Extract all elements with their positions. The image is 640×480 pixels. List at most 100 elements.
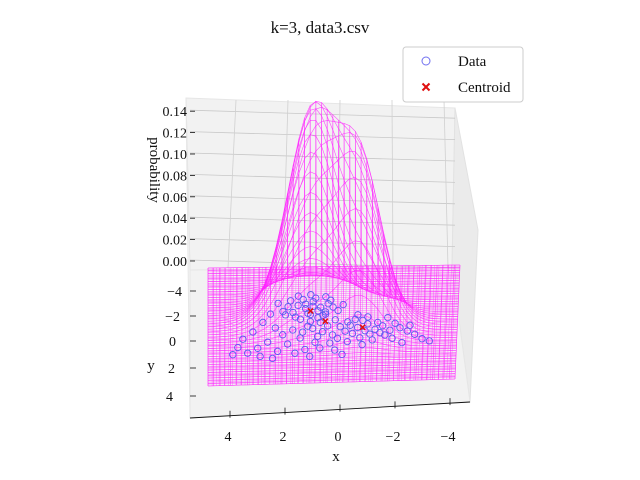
surface-line <box>348 125 352 383</box>
x-tick-label: 0 <box>335 430 342 445</box>
data-point <box>329 303 337 311</box>
z-grid-line <box>189 259 456 269</box>
data-point <box>239 335 247 343</box>
data-point <box>296 315 305 323</box>
data-point <box>259 318 267 327</box>
data-points <box>229 291 433 363</box>
surface-line <box>342 123 346 383</box>
data-point <box>406 321 414 329</box>
data-point <box>384 313 392 322</box>
surface-line <box>381 233 386 382</box>
data-point <box>287 297 295 305</box>
data-point <box>314 307 322 315</box>
data-point <box>307 291 315 299</box>
y-tick-label: −2 <box>165 310 180 325</box>
x-axis-line <box>189 401 471 419</box>
legend-data-label: Data <box>458 54 487 70</box>
legend-box <box>402 46 524 103</box>
data-point <box>425 337 433 345</box>
surface-line <box>275 246 278 385</box>
surface-line <box>303 118 306 384</box>
data-point <box>316 344 324 352</box>
centroid-markers <box>307 307 366 331</box>
legend-data-marker <box>421 56 431 66</box>
data-point <box>266 310 275 318</box>
x-tick-label: −2 <box>386 430 401 445</box>
surface-line <box>235 267 237 386</box>
surface-line <box>421 265 426 381</box>
x-tick-label: −4 <box>441 430 456 445</box>
data-point <box>306 317 315 326</box>
data-point <box>249 328 257 336</box>
legend-centroid-marker <box>421 82 431 92</box>
data-point <box>313 332 322 341</box>
z-grid-line <box>189 152 456 162</box>
centroid-marker <box>307 307 314 315</box>
surface-line <box>336 120 341 383</box>
z-tick-label: 0.04 <box>163 212 188 227</box>
floor-line <box>232 267 234 386</box>
surface-line <box>432 265 438 380</box>
data-point <box>291 349 299 357</box>
data-point <box>321 310 330 318</box>
data-point <box>396 324 404 332</box>
y-tick-label: −4 <box>167 285 182 300</box>
data-point <box>354 311 362 319</box>
data-point <box>381 331 389 339</box>
data-point <box>229 351 237 359</box>
surface-line <box>269 267 272 385</box>
surface-line <box>398 265 403 381</box>
back-pane <box>185 97 456 271</box>
grid-lines <box>189 99 456 269</box>
data-point <box>311 338 319 346</box>
data-point <box>331 316 339 324</box>
surface-line <box>387 257 392 381</box>
z-tick-label: 0.14 <box>163 105 188 120</box>
surface-line <box>263 267 266 385</box>
floor-line <box>236 267 238 386</box>
data-point <box>348 329 357 338</box>
data-point <box>343 337 351 346</box>
data-point <box>327 296 335 304</box>
surface-line <box>286 193 289 384</box>
data-point <box>301 345 309 354</box>
y-tick-label: 0 <box>169 335 176 350</box>
data-point <box>256 352 264 361</box>
data-point <box>284 303 292 311</box>
data-point <box>299 328 307 336</box>
chart-title: k=3, data3.csv <box>271 18 370 37</box>
z-tick-label: 0.08 <box>163 169 188 184</box>
data-point <box>271 324 279 332</box>
data-point <box>356 334 364 342</box>
surface-line <box>331 114 335 383</box>
data-point <box>331 346 339 354</box>
data-point <box>254 344 262 352</box>
data-point <box>339 300 347 309</box>
z-tick-label: 0.06 <box>163 191 188 206</box>
data-point <box>291 313 300 321</box>
surface-line <box>443 265 449 380</box>
data-point <box>264 338 272 346</box>
data-point <box>296 334 304 342</box>
data-point <box>326 339 334 347</box>
z-grid-line <box>189 238 456 247</box>
data-point <box>279 331 287 339</box>
data-point <box>244 349 252 357</box>
surface-line <box>247 267 249 385</box>
data-point <box>334 306 342 315</box>
x-axis-ticks: 4 2 0 −2 −4 <box>189 398 471 445</box>
surface-line <box>404 265 409 381</box>
data-point <box>294 292 302 300</box>
data-point <box>388 334 396 342</box>
data-point <box>364 313 372 321</box>
centroid-stroke <box>322 318 329 325</box>
data-point <box>289 308 297 317</box>
y-axis-label: y <box>147 358 155 374</box>
data-point <box>359 316 367 325</box>
surface-line <box>426 265 432 380</box>
data-point <box>283 340 292 348</box>
surface-line <box>449 265 455 380</box>
centroid-stroke <box>359 324 366 331</box>
